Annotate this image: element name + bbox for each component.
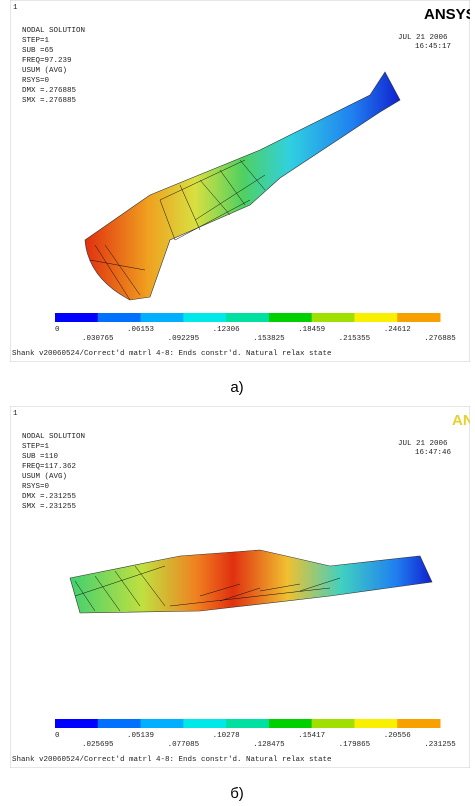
colorbar-segment bbox=[269, 313, 312, 322]
header-line: STEP=1 bbox=[22, 37, 50, 45]
header-line: DMX =.276885 bbox=[22, 87, 77, 95]
colorbar-label: .025695 bbox=[82, 741, 114, 749]
panel: 1 ANSYS NODAL SOLUTION STEP=1 SUB =65 FREQ=97… bbox=[10, 0, 475, 362]
colorbar-label: .24612 bbox=[384, 326, 411, 334]
window-number: 1 bbox=[13, 410, 18, 418]
colorbar-label: .092295 bbox=[168, 335, 200, 343]
figure: 1 ANSYS NODAL SOLUTION STEP=1 SUB =65 FREQ=97… bbox=[0, 0, 475, 806]
colorbar-segment bbox=[397, 719, 440, 728]
logo: ANSYS bbox=[452, 412, 475, 429]
window-number: 1 bbox=[13, 4, 18, 12]
logo: ANSYS bbox=[424, 6, 475, 23]
colorbar-segment bbox=[141, 313, 184, 322]
colorbar-label: .18459 bbox=[298, 326, 325, 334]
colorbar-segment bbox=[354, 313, 397, 322]
colorbar-label: 0 bbox=[55, 732, 60, 740]
header-line: USUM (AVG) bbox=[22, 67, 67, 75]
colorbar-segment bbox=[98, 313, 141, 322]
colorbar-label: .128475 bbox=[253, 741, 285, 749]
colorbar-label: .153825 bbox=[253, 335, 285, 343]
header-line: RSYS=0 bbox=[22, 77, 50, 85]
colorbar-segment bbox=[312, 719, 355, 728]
date: JUL 21 2006 bbox=[398, 34, 448, 42]
time: 16:45:17 bbox=[415, 43, 451, 51]
colorbar-label: .05139 bbox=[127, 732, 154, 740]
panel: 1 ANSYS NODAL SOLUTION STEP=1 SUB =110 FREQ=1… bbox=[10, 406, 475, 768]
colorbar-label: .077085 bbox=[168, 741, 200, 749]
header-line: SUB =65 bbox=[22, 47, 54, 55]
colorbar-label: .20556 bbox=[384, 732, 412, 740]
caption: a) bbox=[230, 379, 243, 396]
colorbar-label: .276885 bbox=[424, 335, 456, 343]
header-line: STEP=1 bbox=[22, 443, 50, 451]
colorbar-segment bbox=[183, 719, 226, 728]
header-line: FREQ=97.239 bbox=[22, 57, 72, 65]
colorbar-segment bbox=[312, 313, 355, 322]
colorbar-label: .030765 bbox=[82, 335, 114, 343]
colorbar-label: .231255 bbox=[424, 741, 456, 749]
header-line: NODAL SOLUTION bbox=[22, 433, 85, 441]
colorbar-segment bbox=[98, 719, 141, 728]
footer: Shank v20060524/Correct'd matrl 4-8: End… bbox=[12, 756, 332, 764]
header-line: SUB =110 bbox=[22, 453, 59, 461]
header-line: SMX =.231255 bbox=[22, 503, 77, 511]
header-line: SMX =.276885 bbox=[22, 97, 77, 105]
colorbar-label: .10278 bbox=[213, 732, 240, 740]
colorbar-segment bbox=[226, 719, 269, 728]
colorbar-segment bbox=[269, 719, 312, 728]
colorbar-label: .179865 bbox=[339, 741, 371, 749]
header-line: FREQ=117.362 bbox=[22, 463, 76, 471]
colorbar-segment bbox=[55, 313, 98, 322]
colorbar-label: .215355 bbox=[339, 335, 371, 343]
colorbar-segment bbox=[397, 313, 440, 322]
colorbar-label: .06153 bbox=[127, 326, 155, 334]
colorbar-segment bbox=[226, 313, 269, 322]
colorbar-label: .12306 bbox=[213, 326, 241, 334]
footer: Shank v20060524/Correct'd matrl 4-8: End… bbox=[12, 350, 332, 358]
colorbar-segment bbox=[55, 719, 98, 728]
colorbar-label: .15417 bbox=[298, 732, 325, 740]
header-line: RSYS=0 bbox=[22, 483, 50, 491]
time: 16:47:46 bbox=[415, 449, 452, 457]
colorbar-segment bbox=[141, 719, 184, 728]
colorbar-label: 0 bbox=[55, 326, 60, 334]
colorbar-segment bbox=[183, 313, 226, 322]
colorbar-segment bbox=[354, 719, 397, 728]
caption: б) bbox=[230, 785, 244, 802]
date: JUL 21 2006 bbox=[398, 440, 448, 448]
header-line: NODAL SOLUTION bbox=[22, 27, 85, 35]
header-line: DMX =.231255 bbox=[22, 493, 77, 501]
header-line: USUM (AVG) bbox=[22, 473, 67, 481]
